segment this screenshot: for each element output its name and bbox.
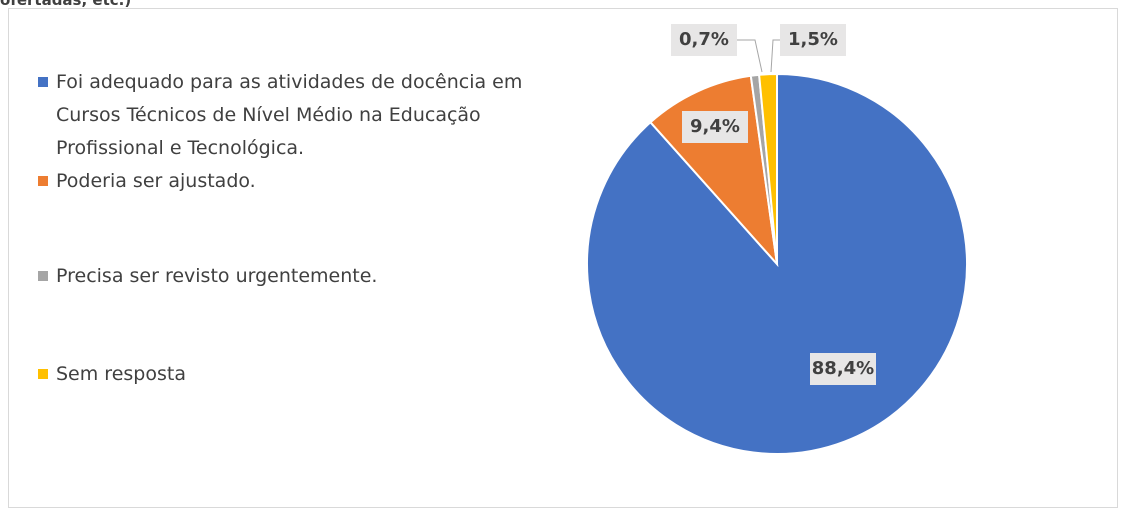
data-label: 88,4% [812,358,874,379]
data-label: 0,7% [679,29,729,50]
label-box [682,111,748,143]
data-label: 1,5% [788,29,838,50]
legend-label: Sem resposta [56,363,186,385]
legend-label: Precisa ser revisto urgentemente. [56,265,378,287]
leader-line [770,39,783,73]
leader-line [734,39,763,73]
legend-swatch [38,271,48,281]
label-box [671,24,737,56]
legend-swatch [38,369,48,379]
legend-item: Foi adequado para as atividades de docên… [38,66,558,165]
chart-title: ofertadas, etc.) [0,0,132,9]
label-box [780,24,846,56]
legend-item: Poderia ser ajustado. [38,165,558,198]
legend-label: Poderia ser ajustado. [56,170,256,192]
data-label: 9,4% [690,116,740,137]
label-box [810,353,876,385]
legend-swatch [38,176,48,186]
legend-item: Precisa ser revisto urgentemente. [38,260,558,293]
legend-swatch [38,77,48,87]
pie-slice [758,72,778,265]
legend-item: Sem resposta [38,358,558,391]
legend-label: Foi adequado para as atividades de docên… [56,71,523,159]
